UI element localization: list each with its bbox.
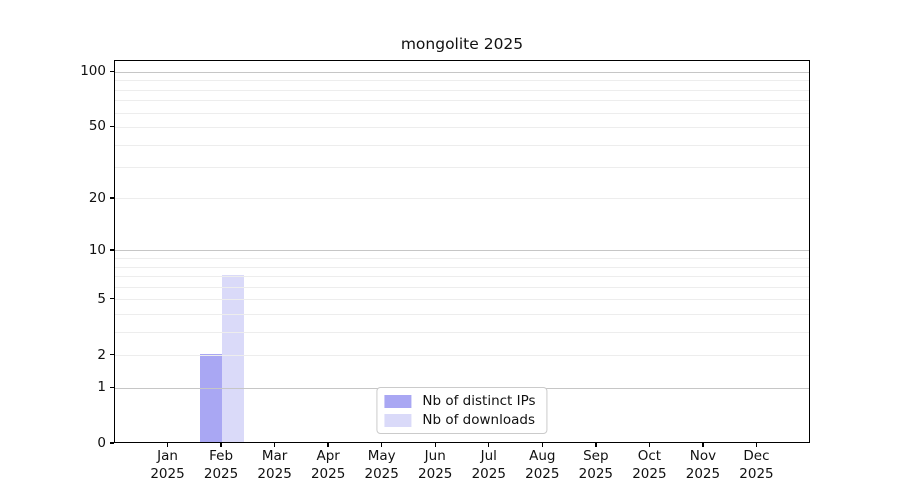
y-tick-label-20: 20 [88, 189, 106, 206]
x-tick-nov [702, 443, 704, 447]
x-tick-label-may: May 2025 [364, 448, 399, 482]
y-tick-label-10: 10 [88, 241, 106, 258]
x-tick-may [380, 443, 383, 447]
x-tick-label-sep: Sep 2025 [578, 448, 614, 482]
x-tick-label-feb: Feb 2025 [203, 448, 239, 482]
y-tick-10 [110, 249, 114, 251]
y-tick-50 [110, 125, 114, 128]
gridline-y-2 [115, 355, 809, 357]
y-tick-label-2: 2 [97, 346, 106, 363]
x-tick-feb [220, 443, 222, 447]
y-tick-label-0: 0 [97, 435, 106, 451]
y-tick-label-5: 5 [97, 290, 106, 307]
y-tick-2 [110, 353, 114, 356]
legend-label-downloads: Nb of downloads [422, 412, 535, 428]
y-tick-5 [110, 298, 114, 300]
gridline-y-40 [115, 144, 809, 146]
y-tick-20 [110, 197, 114, 199]
x-tick-label-dec: Dec 2025 [739, 448, 774, 482]
gridline-y-80 [115, 89, 809, 91]
gridline-y-100 [115, 71, 809, 73]
y-tick-label-1: 1 [97, 379, 106, 396]
chart-title: mongolite 2025 [400, 35, 524, 53]
x-tick-jan [166, 443, 169, 447]
x-tick-sep [595, 443, 597, 447]
x-tick-label-apr: Apr 2025 [310, 448, 346, 482]
x-tick-label-oct: Oct 2025 [632, 448, 667, 482]
bar-nb-of-downloads-feb-2025 [222, 274, 244, 442]
x-tick-dec [755, 443, 758, 447]
x-tick-label-nov: Nov 2025 [685, 448, 721, 482]
x-tick-label-jan: Jan 2025 [150, 448, 185, 482]
legend-swatch-distinct-ips [384, 394, 412, 408]
x-tick-label-jul: Jul 2025 [471, 448, 506, 482]
y-tick-0 [110, 442, 114, 444]
x-tick-mar [273, 443, 276, 447]
plot-area: Nb of distinct IPs Nb of downloads [114, 60, 810, 443]
gridline-y-6 [115, 286, 809, 288]
legend-item-downloads: Nb of downloads [384, 412, 535, 428]
gridline-y-3 [115, 331, 809, 333]
x-tick-apr [327, 443, 329, 447]
gridline-y-10 [115, 250, 809, 252]
y-tick-100 [110, 70, 114, 73]
gridline-y-8 [115, 266, 809, 268]
legend: Nb of distinct IPs Nb of downloads [376, 387, 548, 434]
x-tick-oct [648, 443, 651, 447]
y-tick-label-100: 100 [80, 63, 106, 80]
x-tick-jul [488, 443, 490, 447]
gridline-y-20 [115, 198, 809, 200]
legend-swatch-downloads [384, 413, 412, 427]
gridline-y-70 [115, 100, 809, 102]
legend-label-distinct-ips: Nb of distinct IPs [422, 393, 536, 409]
x-tick-label-aug: Aug 2025 [525, 448, 560, 482]
x-tick-label-jun: Jun 2025 [418, 448, 453, 482]
legend-item-distinct-ips: Nb of distinct IPs [384, 393, 536, 409]
gridline-y-90 [115, 80, 809, 82]
x-tick-jun [434, 443, 436, 447]
gridline-y-30 [115, 167, 809, 169]
y-tick-label-50: 50 [88, 118, 106, 135]
gridline-y-5 [115, 299, 809, 301]
gridline-y-60 [115, 112, 809, 114]
gridline-y-50 [115, 126, 809, 128]
bar-nb-of-distinct-ips-feb-2025 [200, 353, 223, 442]
gridline-y-9 [115, 258, 809, 260]
x-tick-aug [541, 443, 543, 447]
gridline-y-4 [115, 313, 809, 315]
gridline-y-7 [115, 276, 809, 278]
x-tick-label-mar: Mar 2025 [257, 448, 292, 482]
y-tick-1 [110, 386, 114, 388]
